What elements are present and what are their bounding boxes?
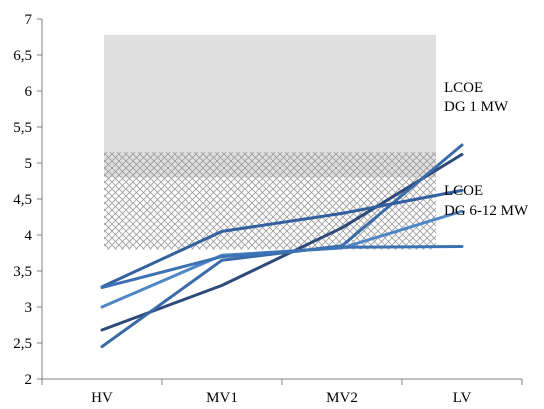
x-tick-label: HV xyxy=(91,390,113,406)
x-tick-label: LV xyxy=(453,390,472,406)
y-tick-label: 3 xyxy=(25,300,33,316)
series-line-4 xyxy=(100,245,464,290)
band-annotations: LCOE DG 1 MW LCOE DG 6-12 MW xyxy=(444,80,529,219)
y-tick-label: 7 xyxy=(25,12,33,28)
band-label: DG 6-12 MW xyxy=(444,203,529,219)
y-tick-label: 5,5 xyxy=(13,120,32,136)
y-tick-label: 4,5 xyxy=(13,192,32,208)
series-line-0 xyxy=(100,152,464,332)
y-tick-label: 6,5 xyxy=(13,48,32,64)
y-tick-label: 4 xyxy=(25,228,33,244)
x-tick-label: MV1 xyxy=(206,390,238,406)
lcoe-bands xyxy=(104,34,436,250)
y-tick-label: 2,5 xyxy=(13,336,32,352)
band-label: LCOE xyxy=(444,183,483,199)
series-line-2 xyxy=(100,188,464,289)
y-tick-label: 6 xyxy=(25,84,33,100)
y-tick-label: 3,5 xyxy=(13,264,32,280)
band-1 xyxy=(104,152,436,250)
y-tick-label: 5 xyxy=(25,156,33,172)
y-tick-label: 2 xyxy=(25,372,33,388)
band-label: DG 1 MW xyxy=(444,99,509,115)
series-lines xyxy=(100,143,464,349)
x-tick-label: MV2 xyxy=(326,390,358,406)
band-label: LCOE xyxy=(444,80,483,96)
axes: 2 2,5 3 3,5 4 4,5 5 5,5 6 6,5 7 HV MV1 MV2 LV xyxy=(13,12,523,406)
